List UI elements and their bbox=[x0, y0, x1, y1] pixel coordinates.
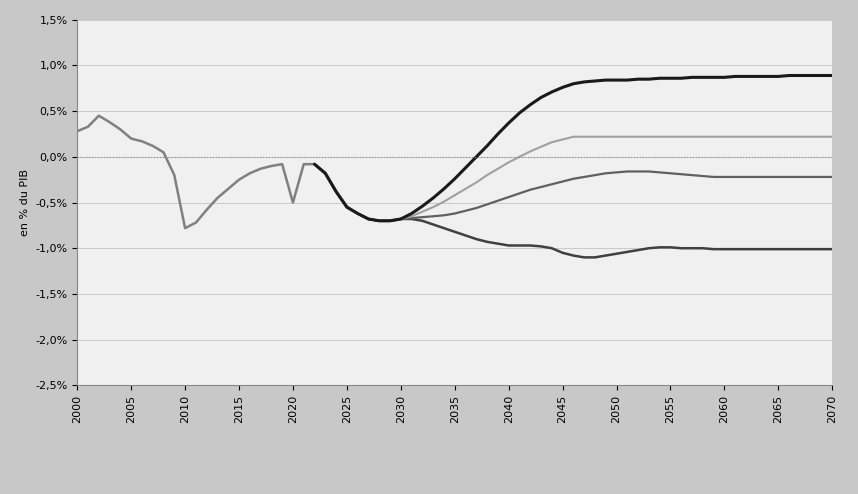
Y-axis label: en % du PIB: en % du PIB bbox=[20, 169, 30, 236]
